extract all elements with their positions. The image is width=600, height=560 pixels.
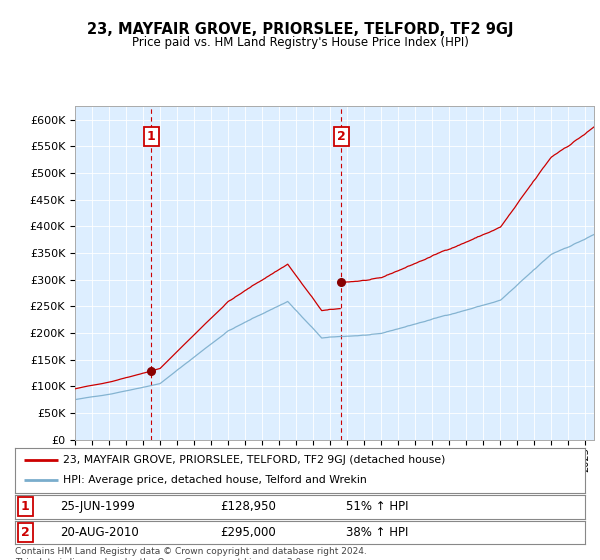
Text: 20-AUG-2010: 20-AUG-2010	[61, 526, 139, 539]
Text: 25-JUN-1999: 25-JUN-1999	[61, 500, 136, 514]
Text: 38% ↑ HPI: 38% ↑ HPI	[346, 526, 408, 539]
Text: £295,000: £295,000	[220, 526, 276, 539]
Text: Price paid vs. HM Land Registry's House Price Index (HPI): Price paid vs. HM Land Registry's House …	[131, 36, 469, 49]
Text: 1: 1	[21, 500, 29, 514]
Text: 51% ↑ HPI: 51% ↑ HPI	[346, 500, 408, 514]
Text: 23, MAYFAIR GROVE, PRIORSLEE, TELFORD, TF2 9GJ: 23, MAYFAIR GROVE, PRIORSLEE, TELFORD, T…	[87, 22, 513, 38]
Text: 23, MAYFAIR GROVE, PRIORSLEE, TELFORD, TF2 9GJ (detached house): 23, MAYFAIR GROVE, PRIORSLEE, TELFORD, T…	[64, 455, 446, 465]
Text: HPI: Average price, detached house, Telford and Wrekin: HPI: Average price, detached house, Telf…	[64, 475, 367, 486]
Text: Contains HM Land Registry data © Crown copyright and database right 2024.
This d: Contains HM Land Registry data © Crown c…	[15, 547, 367, 560]
Text: 1: 1	[147, 130, 156, 143]
Text: 2: 2	[21, 526, 29, 539]
Text: 2: 2	[337, 130, 346, 143]
Text: £128,950: £128,950	[220, 500, 276, 514]
